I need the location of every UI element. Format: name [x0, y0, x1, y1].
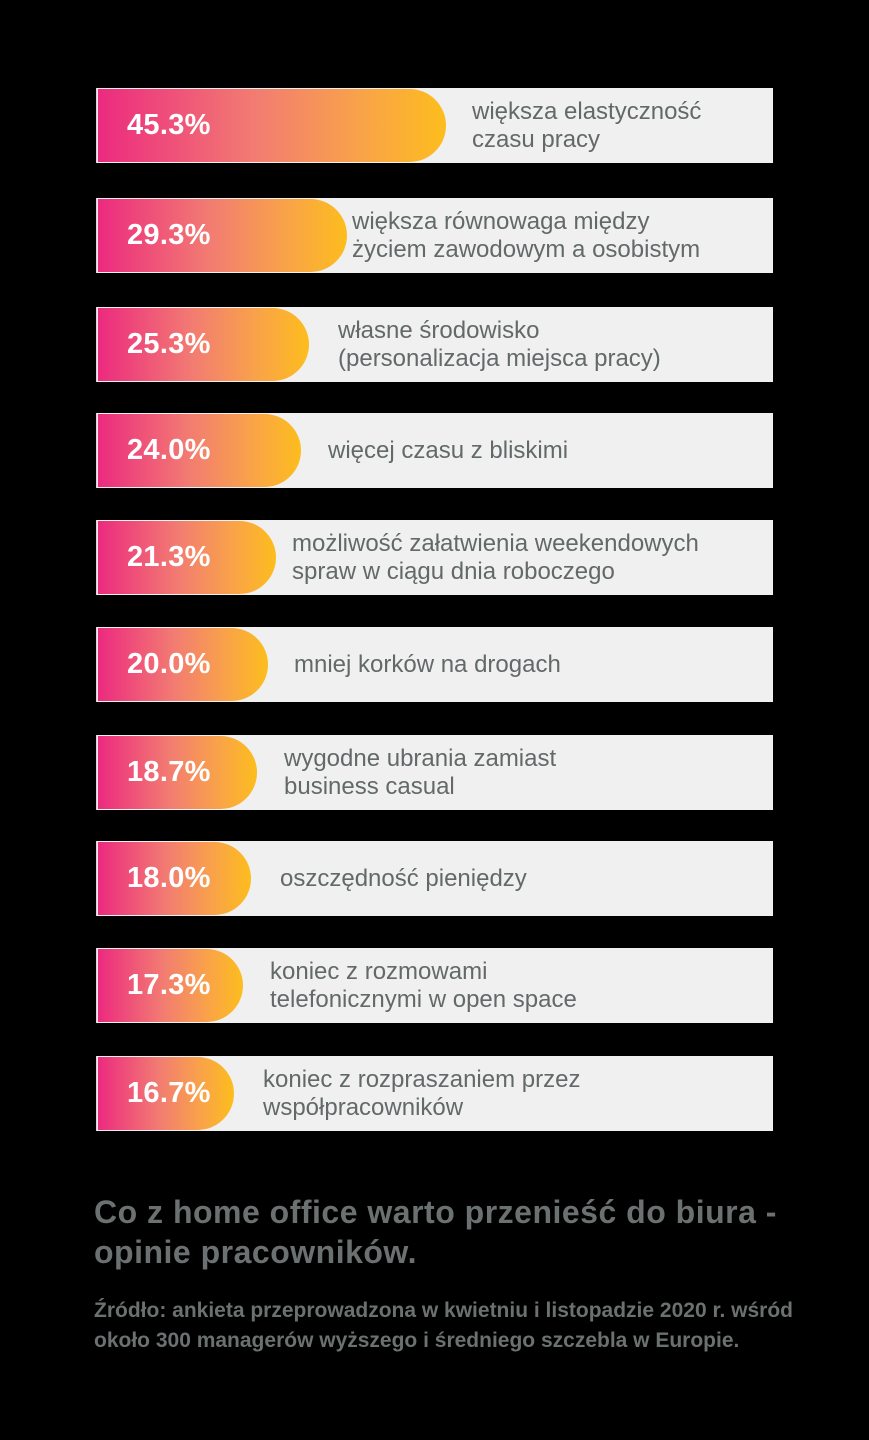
- bar-value: 20.0%: [127, 648, 211, 680]
- bar-label: wygodne ubrania zamiast business casual: [284, 744, 557, 800]
- chart-row: 21.3% możliwość załatwienia weekendowych…: [96, 520, 773, 595]
- bar: [98, 628, 268, 701]
- chart-title: Co z home office warto przenieść do biur…: [94, 1194, 777, 1270]
- bar: [98, 736, 257, 809]
- bar-value: 21.3%: [127, 541, 211, 573]
- chart-row: 45.3% większa elastyczność czasu pracy: [96, 88, 773, 163]
- bar-value: 29.3%: [127, 219, 211, 251]
- bar: [98, 1057, 234, 1130]
- bar-label: większa równowaga między życiem zawodowy…: [352, 207, 701, 263]
- bar-label: większa elastyczność czasu pracy: [472, 97, 702, 153]
- bar-label: mniej korków na drogach: [294, 650, 561, 678]
- chart-row: 16.7% koniec z rozpraszaniem przez współ…: [96, 1056, 773, 1131]
- bar-value: 24.0%: [127, 434, 211, 466]
- bar-label: własne środowisko (personalizacja miejsc…: [338, 316, 661, 372]
- chart-row: 18.0% oszczędność pieniędzy: [96, 841, 773, 916]
- bar-label: oszczędność pieniędzy: [280, 864, 527, 892]
- bar: [98, 949, 243, 1022]
- bar: [98, 199, 347, 272]
- chart-row: 24.0% więcej czasu z bliskimi: [96, 413, 773, 488]
- chart-row: 20.0% mniej korków na drogach: [96, 627, 773, 702]
- bar-value: 45.3%: [127, 109, 211, 141]
- bar: [98, 414, 301, 487]
- bar: [98, 521, 276, 594]
- bar-value: 18.0%: [127, 862, 211, 894]
- bar-value: 17.3%: [127, 969, 211, 1001]
- bar-label: możliwość załatwienia weekendowych spraw…: [292, 529, 699, 585]
- chart-row: 29.3% większa równowaga między życiem za…: [96, 198, 773, 273]
- chart-row: 17.3% koniec z rozmowami telefonicznymi …: [96, 948, 773, 1023]
- bar: [98, 308, 309, 381]
- bar-label: koniec z rozpraszaniem przez współpracow…: [263, 1065, 581, 1121]
- bar-value: 25.3%: [127, 328, 211, 360]
- bar: [98, 89, 446, 162]
- bar-label: więcej czasu z bliskimi: [328, 436, 569, 464]
- chart-row: 25.3% własne środowisko (personalizacja …: [96, 307, 773, 382]
- bar-value: 16.7%: [127, 1077, 211, 1109]
- chart-row: 18.7% wygodne ubrania zamiast business c…: [96, 735, 773, 810]
- chart-source: Źródło: ankieta przeprowadzona w kwietni…: [94, 1299, 793, 1352]
- bar-value: 18.7%: [127, 756, 211, 788]
- bar: [98, 842, 251, 915]
- bar-label: koniec z rozmowami telefonicznymi w open…: [270, 957, 577, 1013]
